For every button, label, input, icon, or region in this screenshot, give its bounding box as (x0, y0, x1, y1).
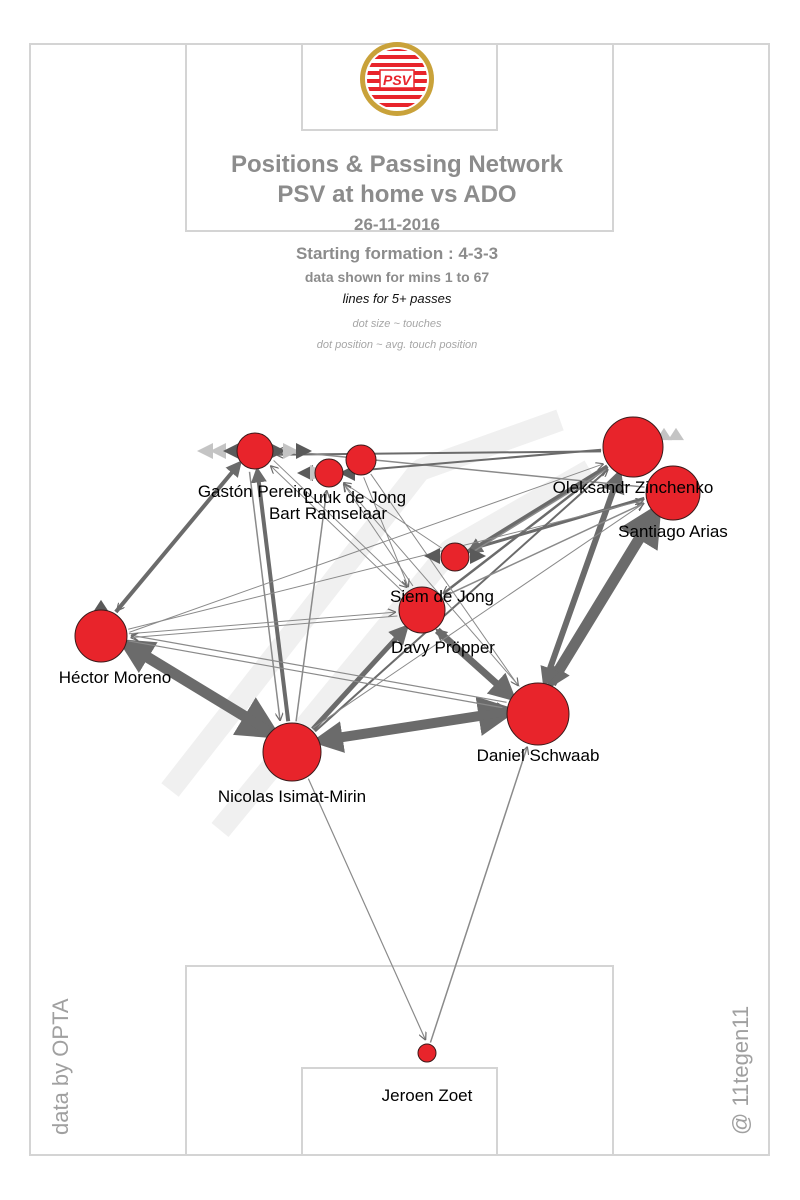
pass-line-isimat-to-zinchenko (314, 470, 608, 733)
dot-size-note: dot size ~ touches (353, 318, 442, 330)
player-label-siem: Siem de Jong (390, 587, 494, 606)
pereiro-marker-4 (283, 443, 299, 459)
pass-line-schwaab-to-propper (435, 628, 512, 697)
pass-line-isimat-to-pereiro (250, 466, 291, 722)
pass-line-ramselaar-to-propper (363, 477, 408, 586)
player-dot-moreno (74, 609, 128, 663)
player-dots (74, 416, 701, 1063)
bottom-goal-box (301, 1067, 498, 1156)
pass-line-isimat-to-moreno (117, 638, 271, 735)
pass-line-propper-to-pereiro (271, 466, 405, 594)
pass-line-pereiro-to-propper (273, 460, 407, 587)
player-dot-pereiro (236, 432, 274, 470)
credit-author: @ 11tegen11 (728, 1006, 753, 1135)
pass-line-schwaab-to-isimat (310, 708, 505, 753)
pass-line-propper-to-arias (443, 503, 643, 598)
zinchenko-marker-1 (668, 427, 684, 441)
pass-line-moreno-to-propper (128, 612, 395, 635)
formation-label: Starting formation : 4-3-3 (296, 244, 498, 263)
player-label-ramselaar: Bart Ramselaar (269, 504, 387, 523)
pass-line-isimat-to-propper (311, 624, 410, 731)
pass-line-isimat-to-zoet (307, 778, 425, 1040)
pass-line-propper-to-moreno (131, 615, 398, 638)
player-label-luuk: Luuk de Jong (304, 488, 406, 507)
pass-line-schwaab-to-moreno (132, 635, 507, 703)
pereiro-marker-3 (270, 443, 286, 459)
player-dot-siem (440, 542, 470, 572)
pass-line-moreno-to-schwaab (128, 640, 504, 708)
pass-line-pereiro-to-moreno (117, 463, 240, 611)
title-line-1: Positions & Passing Network (231, 151, 564, 178)
pass-line-isimat-to-luuk (295, 491, 327, 722)
pass-line-isimat-to-arias (312, 504, 643, 729)
pass-line-zoet-to-schwaab (429, 747, 527, 1043)
pass-line-schwaab-to-luuk (344, 484, 520, 687)
player-dot-schwaab (506, 682, 570, 746)
bottom-penalty-box (185, 965, 614, 1156)
player-label-zinchenko: Oleksandr Zinchenko (553, 478, 714, 497)
player-label-pereiro: Gastón Pereiro (198, 482, 312, 501)
player-label-moreno: Héctor Moreno (59, 668, 171, 687)
credit-data-source: data by OPTA (48, 998, 73, 1135)
dot-position-note: dot position ~ avg. touch position (317, 339, 478, 351)
player-label-propper: Davy Pröpper (391, 638, 495, 657)
minutes-label: data shown for mins 1 to 67 (305, 269, 490, 285)
pereiro-marker-2 (223, 443, 239, 459)
player-dot-arias (645, 465, 701, 521)
player-label-zoet: Jeroen Zoet (382, 1086, 473, 1105)
player-dot-luuk (314, 458, 344, 488)
player-dot-isimat (262, 722, 322, 782)
luuk-marker-0 (297, 465, 313, 481)
pass-line-moreno-to-arias (128, 501, 643, 630)
pass-line-ramselaar-to-schwaab (370, 473, 518, 685)
pass-line-zinchenko-to-luuk (347, 448, 602, 472)
player-label-isimat: Nicolas Isimat-Mirin (218, 787, 366, 806)
header: Positions & Passing Network PSV at home … (231, 151, 564, 351)
pass-line-pereiro-to-isimat (248, 471, 280, 720)
pass-line-zinchenko-to-siem (466, 464, 609, 554)
pass-line-arias-to-schwaab (546, 513, 657, 690)
pass-line-arias-to-siem (466, 496, 645, 553)
player-dot-propper (398, 586, 446, 634)
player-dot-ramselaar (345, 444, 377, 476)
player-dot-zinchenko (602, 416, 664, 478)
siem-marker-1 (470, 548, 486, 564)
player-label-schwaab: Daniel Schwaab (477, 746, 600, 765)
match-date: 26-11-2016 (354, 215, 440, 234)
pass-line-siem-to-zinchenko (470, 469, 606, 554)
pass-line-arias-to-pereiro (277, 450, 645, 488)
pass-line-zinchenko-to-pereiro (277, 450, 602, 454)
siem-marker-0 (424, 548, 440, 564)
pereiro-marker-5 (296, 443, 312, 459)
psv-logo: PSV (360, 42, 434, 116)
player-label-arias: Santiago Arias (618, 522, 728, 541)
pereiro-marker-0 (197, 443, 213, 459)
pass-line-siem-to-luuk (344, 483, 442, 549)
pass-lines (114, 448, 662, 1043)
logo-text: PSV (383, 72, 413, 88)
moreno-marker-0 (93, 599, 109, 613)
lines-note: lines for 5+ passes (343, 291, 452, 306)
player-dot-zoet (417, 1043, 437, 1063)
pereiro-marker-1 (210, 443, 226, 459)
title-line-2: PSV at home vs ADO (277, 181, 516, 208)
